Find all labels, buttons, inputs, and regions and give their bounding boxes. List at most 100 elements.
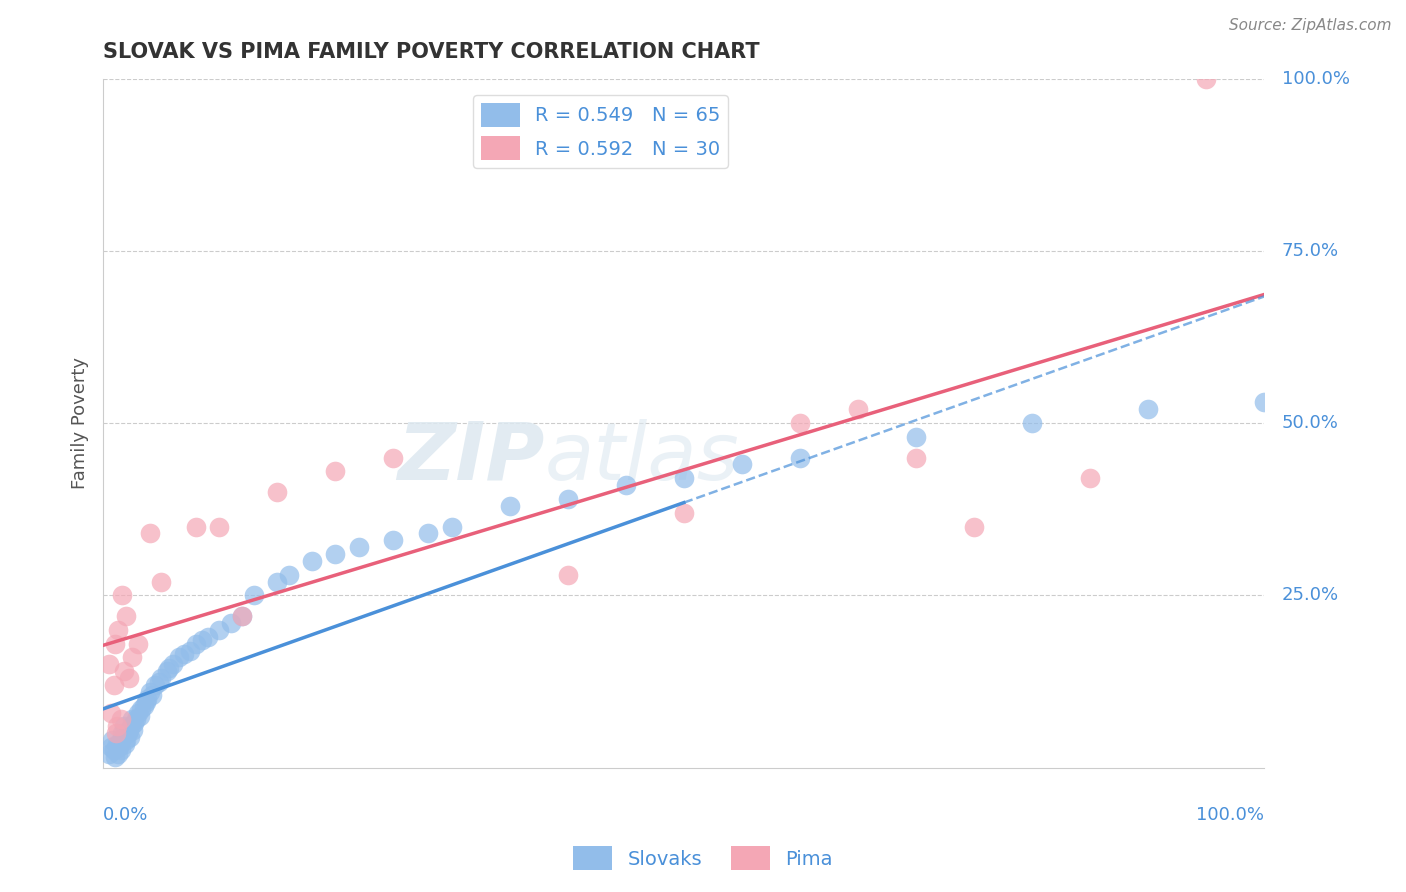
Point xyxy=(103,743,125,757)
Point xyxy=(120,719,142,733)
Point xyxy=(115,609,138,624)
Point xyxy=(325,547,347,561)
Point xyxy=(148,674,170,689)
Point xyxy=(105,737,128,751)
Text: SLOVAK VS PIMA FAMILY POVERTY CORRELATION CHART: SLOVAK VS PIMA FAMILY POVERTY CORRELATIO… xyxy=(103,42,759,62)
Point xyxy=(231,609,253,624)
Point xyxy=(121,650,143,665)
Point xyxy=(129,709,152,723)
Point xyxy=(97,657,120,672)
Point xyxy=(208,623,231,637)
Point xyxy=(117,726,139,740)
Point xyxy=(110,713,132,727)
Point xyxy=(141,689,163,703)
Point xyxy=(614,478,637,492)
Point xyxy=(110,733,132,747)
Point xyxy=(789,450,811,465)
Point xyxy=(150,574,173,589)
Point xyxy=(557,567,579,582)
Point xyxy=(184,519,207,533)
Point xyxy=(115,733,138,747)
Text: 25.0%: 25.0% xyxy=(1282,586,1339,605)
Point xyxy=(107,623,129,637)
Point xyxy=(118,671,141,685)
Point xyxy=(103,678,125,692)
Point xyxy=(789,416,811,430)
Point xyxy=(382,533,405,548)
Point xyxy=(179,643,201,657)
Point xyxy=(111,730,134,744)
Legend: R = 0.549   N = 65, R = 0.592   N = 30: R = 0.549 N = 65, R = 0.592 N = 30 xyxy=(472,95,728,168)
Point xyxy=(122,723,145,737)
Point xyxy=(104,726,127,740)
Point xyxy=(131,702,153,716)
Point xyxy=(1195,71,1218,86)
Point xyxy=(905,430,928,444)
Text: 75.0%: 75.0% xyxy=(1282,242,1339,260)
Point xyxy=(382,450,405,465)
Point xyxy=(243,589,266,603)
Text: atlas: atlas xyxy=(544,418,740,497)
Point xyxy=(118,723,141,737)
Point xyxy=(104,637,127,651)
Point xyxy=(846,402,869,417)
Point xyxy=(1021,416,1043,430)
Point xyxy=(111,726,134,740)
Text: 100.0%: 100.0% xyxy=(1282,70,1350,87)
Point xyxy=(1137,402,1160,417)
Point xyxy=(1078,471,1101,485)
Point xyxy=(672,506,695,520)
Point xyxy=(121,713,143,727)
Legend: Slovaks, Pima: Slovaks, Pima xyxy=(565,838,841,878)
Point xyxy=(1253,395,1275,409)
Point xyxy=(162,657,184,672)
Point xyxy=(672,471,695,485)
Point xyxy=(112,719,135,733)
Point xyxy=(127,706,149,720)
Point xyxy=(138,685,160,699)
Point xyxy=(105,719,128,733)
Point xyxy=(219,615,242,630)
Point xyxy=(266,574,288,589)
Point xyxy=(111,589,134,603)
Point xyxy=(325,464,347,478)
Point xyxy=(301,554,323,568)
Point xyxy=(173,647,195,661)
Point xyxy=(266,485,288,500)
Point xyxy=(440,519,463,533)
Point xyxy=(110,743,132,757)
Point xyxy=(191,633,214,648)
Point xyxy=(100,706,122,720)
Point xyxy=(112,664,135,678)
Text: 100.0%: 100.0% xyxy=(1197,805,1264,823)
Text: 0.0%: 0.0% xyxy=(103,805,149,823)
Text: Source: ZipAtlas.com: Source: ZipAtlas.com xyxy=(1229,18,1392,33)
Point xyxy=(731,458,754,472)
Point xyxy=(231,609,253,624)
Point xyxy=(145,678,167,692)
Point xyxy=(124,713,146,727)
Point xyxy=(208,519,231,533)
Text: ZIP: ZIP xyxy=(396,418,544,497)
Point xyxy=(104,750,127,764)
Point xyxy=(197,630,219,644)
Point xyxy=(97,747,120,761)
Point xyxy=(156,664,179,678)
Point xyxy=(418,526,440,541)
Point xyxy=(347,540,370,554)
Y-axis label: Family Poverty: Family Poverty xyxy=(72,357,89,489)
Point xyxy=(118,730,141,744)
Point xyxy=(184,637,207,651)
Point xyxy=(135,695,157,709)
Point xyxy=(905,450,928,465)
Point xyxy=(138,526,160,541)
Text: 50.0%: 50.0% xyxy=(1282,414,1339,432)
Point xyxy=(150,671,173,685)
Point xyxy=(136,691,159,706)
Point xyxy=(101,733,124,747)
Point xyxy=(108,739,131,754)
Point xyxy=(167,650,190,665)
Point xyxy=(157,661,180,675)
Point xyxy=(498,499,520,513)
Point xyxy=(963,519,986,533)
